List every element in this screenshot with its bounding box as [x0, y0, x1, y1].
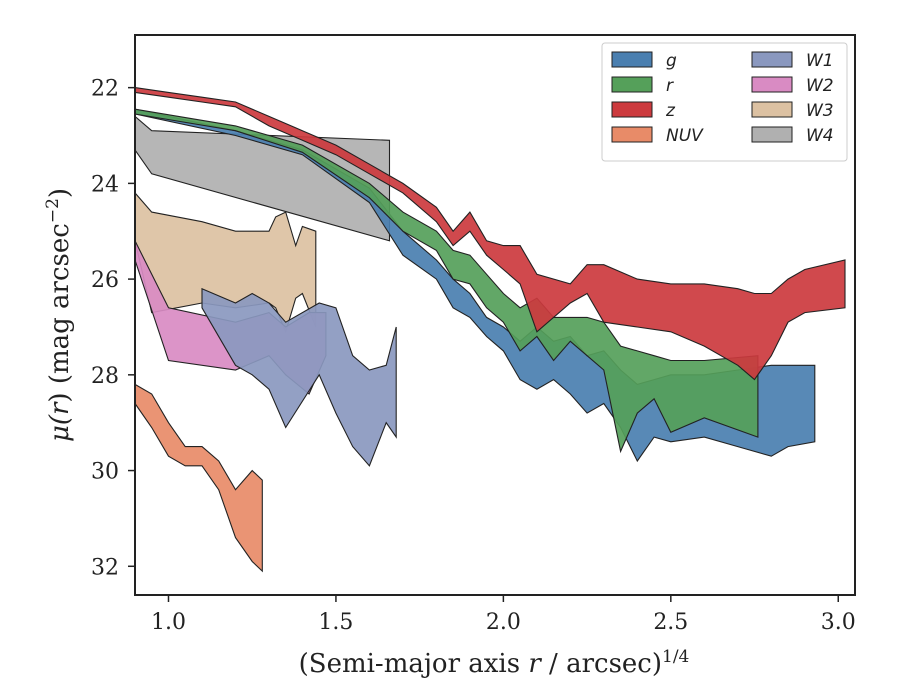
legend-label: g — [666, 51, 677, 71]
legend-swatch — [751, 76, 793, 93]
x-tick-label: 3.0 — [821, 610, 856, 635]
y-tick-label: 26 — [91, 268, 119, 293]
legend-item-nuv: NUV — [611, 126, 704, 146]
y-tick-label: 32 — [91, 555, 119, 580]
series-layer — [135, 87, 846, 573]
y-tick-label: 28 — [91, 364, 119, 389]
legend-item-r: r — [611, 76, 674, 96]
legend-label: W2 — [806, 76, 834, 96]
legend-label: W1 — [806, 51, 834, 71]
legend-swatch — [751, 126, 793, 143]
legend-item-w2: W2 — [751, 76, 834, 96]
legend-swatch — [611, 101, 653, 118]
x-tick-label: 2.5 — [653, 610, 688, 635]
x-axis-label: (Semi-major axis r / arcsec)1/4 — [299, 647, 690, 679]
legend-item-w3: W3 — [751, 101, 834, 121]
x-tick-label: 1.0 — [151, 610, 186, 635]
axes-layer: 1.0 1.5 2.0 2.5 3.0 22 24 26 28 30 32 — [91, 77, 856, 635]
y-tick-label: 30 — [91, 460, 119, 485]
x-tick-label: 1.5 — [318, 610, 353, 635]
band-nuv — [135, 383, 263, 573]
legend-swatch — [751, 101, 793, 118]
x-tick-label: 2.0 — [486, 610, 521, 635]
legend-label: W4 — [806, 126, 834, 146]
y-tick-label: 22 — [91, 77, 119, 102]
legend-item-w4: W4 — [751, 126, 834, 146]
legend-label: W3 — [806, 101, 834, 121]
band-w1 — [201, 287, 397, 467]
legend-swatch — [751, 51, 793, 68]
legend-label: r — [666, 76, 674, 96]
legend-label: z — [665, 101, 676, 121]
y-tick-label: 24 — [91, 172, 119, 197]
band-z — [135, 87, 846, 381]
y-axis-label: μ(r) (mag arcsec−2) — [43, 188, 75, 442]
legend-item-g: g — [611, 51, 677, 71]
legend: grz NUV W1 W2 W3 W4 — [601, 42, 848, 162]
band-r — [135, 108, 759, 454]
legend-item-w1: W1 — [751, 51, 834, 71]
plot-frame — [134, 34, 856, 596]
legend-label: NUV — [666, 126, 704, 146]
legend-item-z: z — [611, 101, 676, 121]
legend-swatch — [611, 76, 653, 93]
legend-swatch — [611, 51, 653, 68]
legend-swatch — [611, 126, 653, 143]
